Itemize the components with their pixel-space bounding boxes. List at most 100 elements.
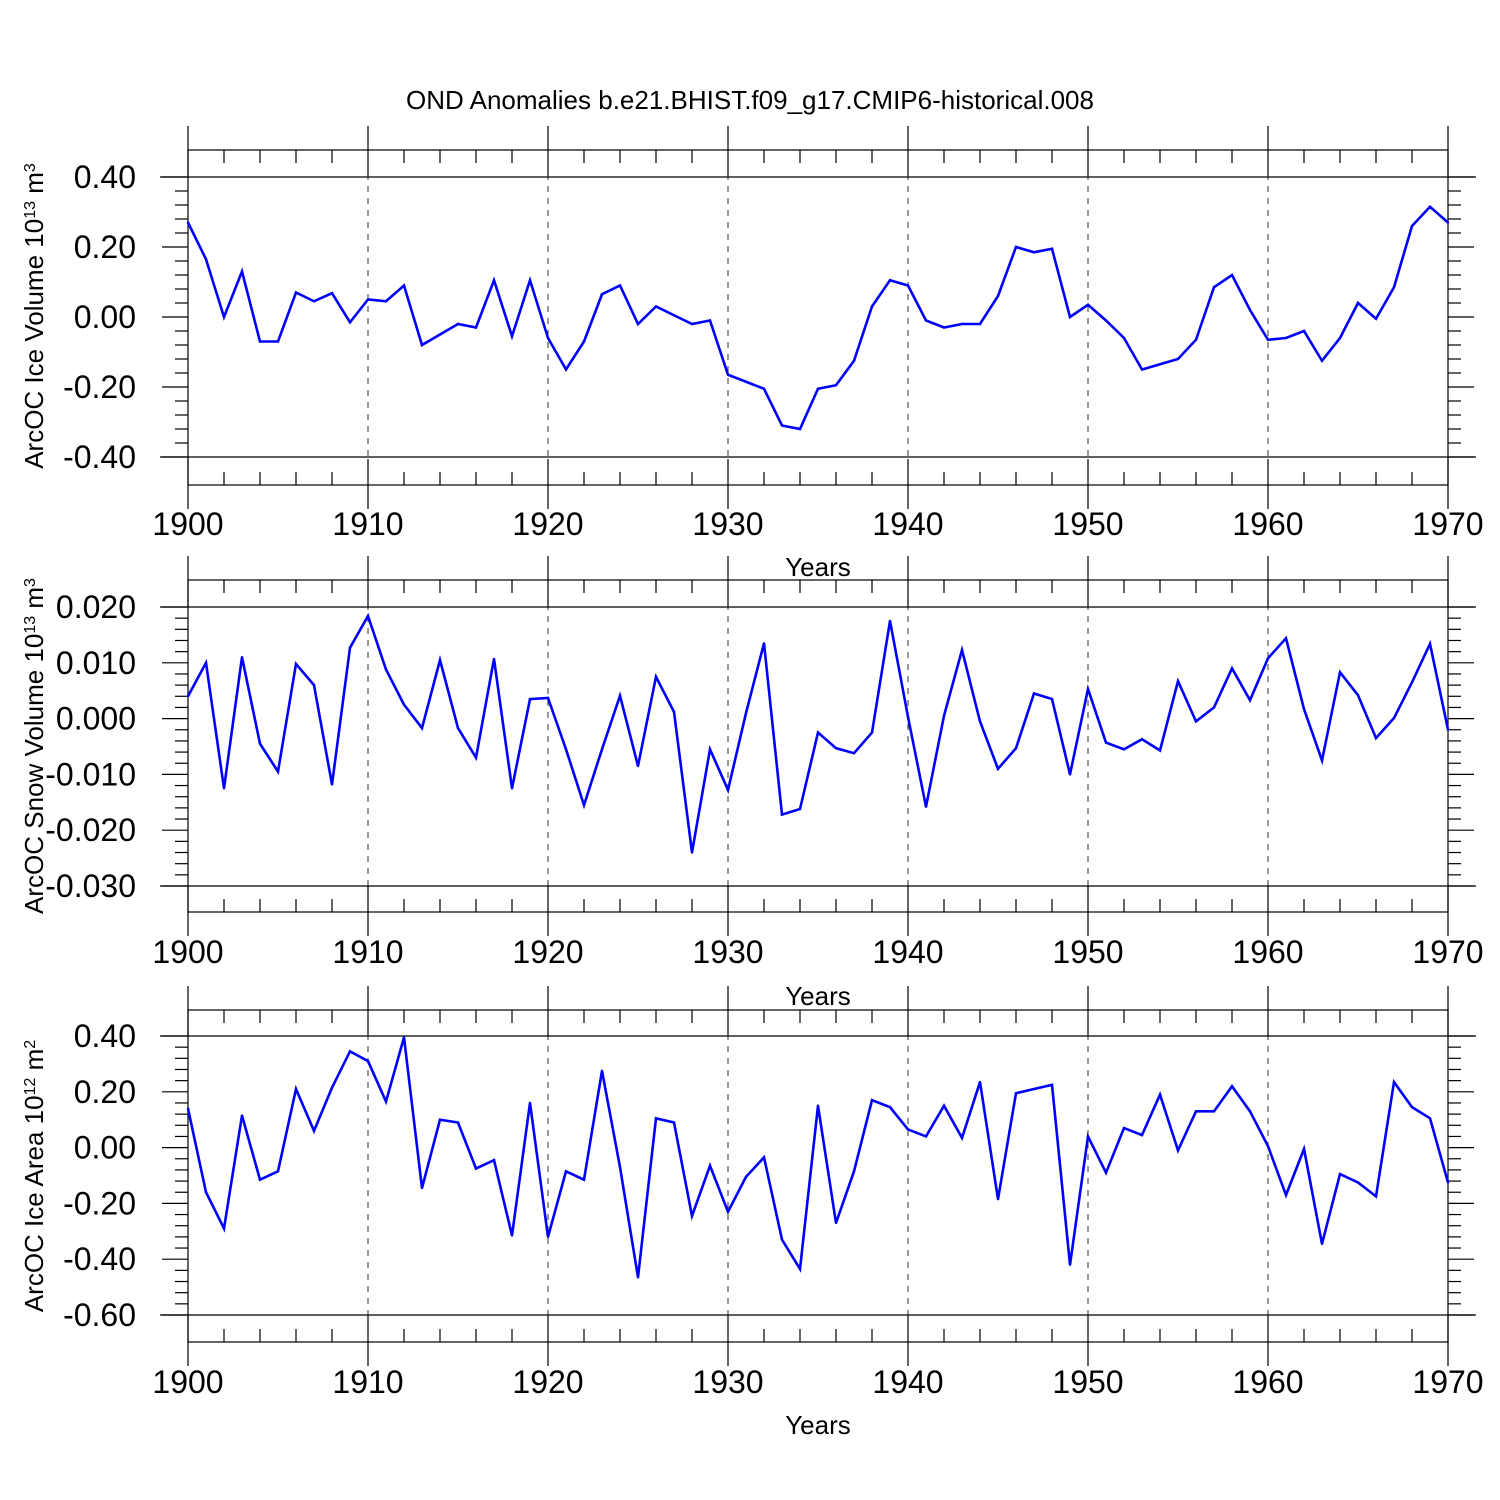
data-point [1176, 357, 1180, 361]
y-tick-label: -0.40 [63, 1241, 136, 1277]
data-point [366, 614, 370, 618]
data-point [546, 1235, 550, 1239]
data-point [582, 803, 586, 807]
data-point [888, 279, 892, 282]
plot-frame [187, 579, 1449, 913]
y-tick-label: 0.40 [74, 159, 136, 195]
data-point [258, 742, 262, 745]
data-point [564, 368, 568, 371]
data-point [1392, 1080, 1396, 1084]
y-axis-label-exponent: 13 [22, 616, 39, 634]
data-point [906, 1128, 910, 1131]
data-point [1176, 680, 1180, 683]
data-point [384, 668, 388, 671]
data-point [312, 300, 316, 303]
data-point [474, 326, 478, 329]
x-tick-label: 1910 [332, 1364, 403, 1400]
data-point [1410, 681, 1414, 684]
data-point [456, 1121, 460, 1124]
data-point [1320, 759, 1324, 762]
y-tick-label: 0.020 [56, 589, 136, 625]
data-point [1014, 245, 1018, 249]
data-point [600, 293, 604, 296]
y-tick-label: 0.40 [74, 1018, 136, 1054]
y-axis-label: ArcOC Snow Volume 1013 m3 [19, 578, 49, 914]
data-point [1212, 706, 1216, 709]
data-point [222, 787, 226, 790]
data-point [780, 1238, 784, 1241]
data-point [1086, 1135, 1090, 1138]
y-axis-label-exponent: 12 [22, 1078, 39, 1096]
x-tick-label: 1940 [872, 1364, 943, 1400]
data-point [402, 284, 406, 287]
data-point [384, 1100, 388, 1103]
data-point [996, 767, 1000, 771]
data-point [852, 751, 856, 755]
x-tick-label: 1920 [512, 506, 583, 542]
data-point [816, 387, 820, 390]
data-point [600, 748, 604, 751]
data-point [546, 336, 550, 340]
data-point [1338, 336, 1342, 340]
x-axis-label: Years [785, 981, 851, 1011]
data-point [1176, 1149, 1180, 1152]
x-tick-label: 1930 [692, 934, 763, 970]
data-point [798, 1267, 802, 1271]
data-point [726, 1210, 730, 1213]
data-point [1194, 720, 1198, 723]
data-point [1140, 738, 1144, 741]
data-point [564, 1170, 568, 1173]
data-point [1284, 1193, 1288, 1197]
data-point [834, 1221, 838, 1225]
data-point [1050, 697, 1054, 701]
data-point [1194, 338, 1198, 341]
series-line [186, 204, 1449, 431]
data-point [1104, 1171, 1108, 1174]
data-point [690, 322, 694, 326]
data-point [258, 1178, 262, 1181]
data-point [294, 1087, 298, 1091]
panel-1: -0.40 -0.20 0.00 0.20 0.40 1900 1910 1920 1930 19… [19, 126, 1484, 582]
panel-2: -0.030 -0.020 -0.010 0.000 0.010 0.020 1900 191… [19, 556, 1484, 1011]
data-point [1086, 303, 1090, 306]
y-axis-label-unit: m [19, 1049, 49, 1078]
data-point [978, 322, 982, 326]
data-point [1086, 687, 1090, 691]
data-point [852, 1170, 856, 1173]
data-point [204, 258, 208, 261]
data-point [1032, 692, 1036, 695]
data-point [1338, 671, 1342, 674]
data-point [1428, 642, 1432, 646]
y-tick-label: -0.20 [63, 1185, 136, 1221]
data-point [492, 279, 496, 282]
y-axis-label-unit-exponent: 3 [22, 578, 39, 587]
data-point [1410, 224, 1414, 228]
data-point [1032, 251, 1036, 254]
data-point [330, 1086, 334, 1089]
y-tick-label: 0.010 [56, 645, 136, 681]
data-point [636, 764, 640, 768]
data-point [1050, 247, 1054, 250]
data-point [726, 788, 730, 792]
data-point [1122, 336, 1126, 340]
data-point [1374, 317, 1378, 320]
y-tick-label: 0.20 [74, 1074, 136, 1110]
data-point [762, 1156, 766, 1159]
data-point [1410, 1105, 1414, 1109]
data-point [1356, 301, 1360, 305]
data-point [708, 748, 712, 751]
data-point [456, 322, 460, 326]
x-tick-label: 1970 [1412, 934, 1483, 970]
data-point [1104, 319, 1108, 322]
data-point [780, 813, 784, 816]
x-tick-label: 1950 [1052, 506, 1123, 542]
data-point [744, 1175, 748, 1179]
data-point [384, 300, 388, 303]
data-point [240, 1114, 244, 1117]
y-tick-label: 0.00 [74, 299, 136, 335]
data-point [1230, 667, 1234, 670]
y-axis-label-unit-exponent: 3 [22, 163, 39, 172]
data-point [1158, 363, 1162, 366]
data-point [816, 1104, 820, 1107]
